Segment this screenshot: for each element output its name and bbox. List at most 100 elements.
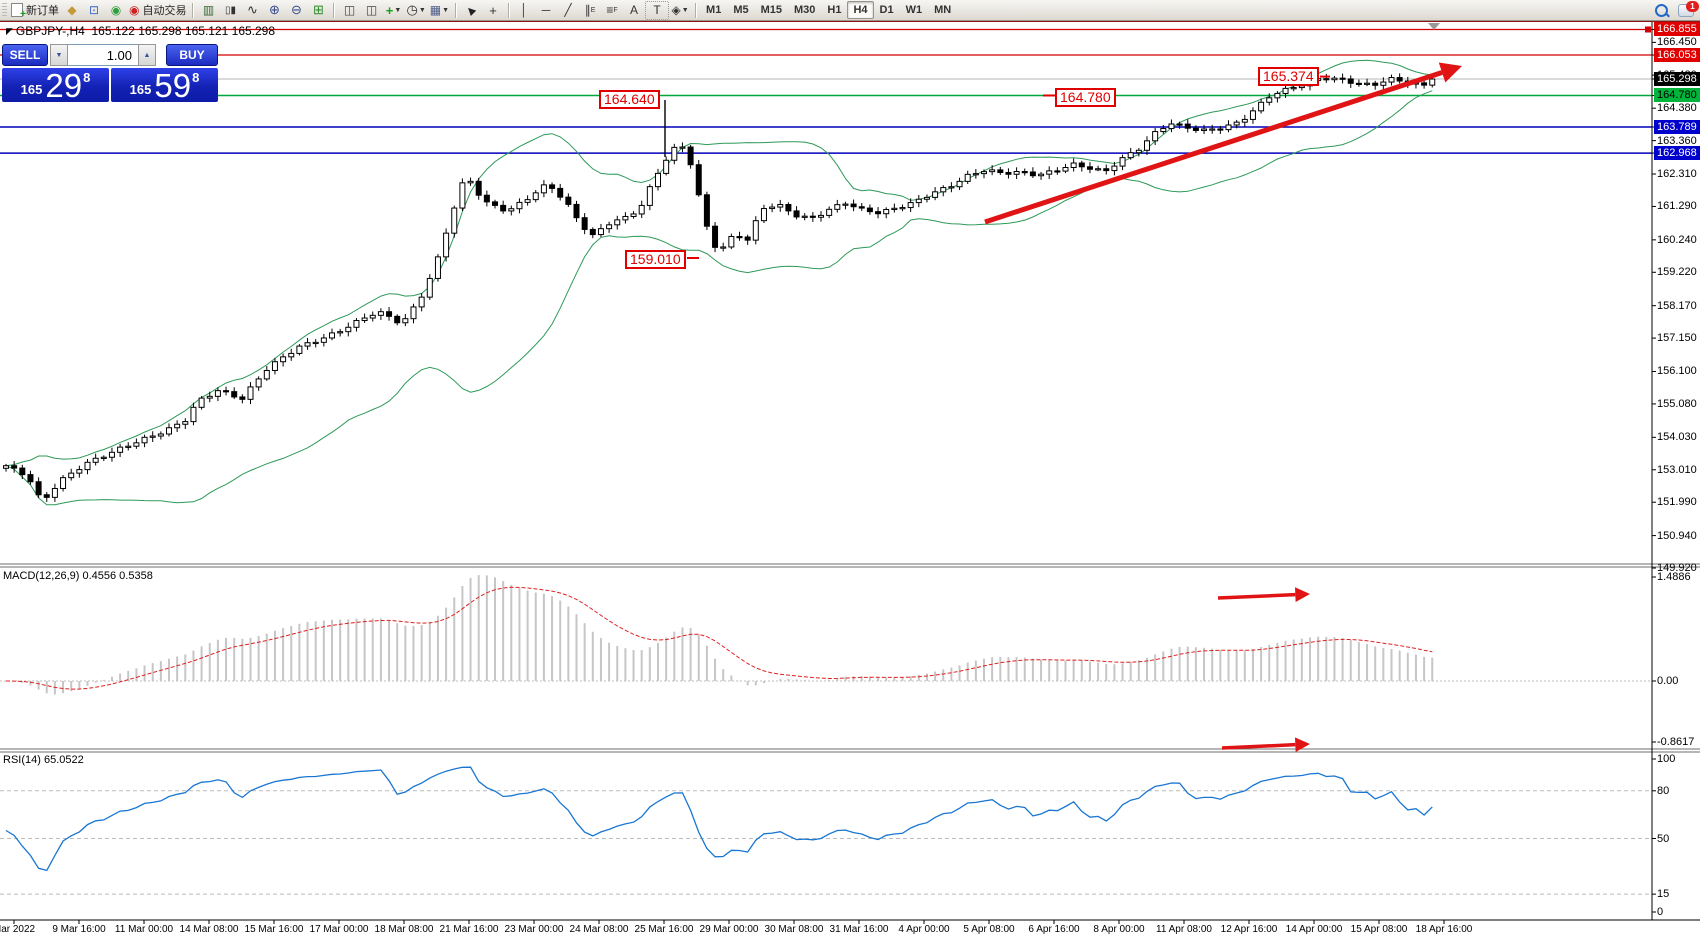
arrows-tool-button[interactable]: ◈ ▼: [669, 2, 691, 19]
time-tick-label: 30 Mar 08:00: [764, 924, 824, 935]
candlesticks: [3, 73, 1436, 502]
text-label-tool-icon[interactable]: T: [645, 0, 670, 20]
time-tick-label: 14 Apr 00:00: [1285, 924, 1343, 935]
time-tick-label: 6 Apr 16:00: [1028, 924, 1080, 935]
axis-tick-label: 0: [1657, 906, 1664, 918]
tf-d1[interactable]: D1: [879, 4, 894, 16]
time-tick-label: 18 Mar 08:00: [374, 924, 434, 935]
axis-tick-label: 166.855: [1654, 22, 1700, 37]
axis-tick-label: 165.298: [1654, 72, 1700, 86]
time-tick-label: 11 Mar 00:00: [114, 924, 174, 935]
candlestick-mode-icon[interactable]: ▯▮: [224, 4, 236, 16]
price-label-164780[interactable]: 164.780: [1055, 88, 1116, 107]
axis-tick-label: 160.240: [1657, 233, 1697, 246]
text-tool-icon[interactable]: A: [630, 3, 639, 17]
autotrade-button[interactable]: ◉ 自动交易: [127, 2, 188, 19]
time-tick-label: 4 Apr 00:00: [898, 924, 950, 935]
search-icon[interactable]: [1655, 3, 1668, 17]
time-tick-label: 18 Apr 16:00: [1415, 924, 1473, 935]
new-order-button[interactable]: 新订单: [9, 2, 61, 20]
axis-tick-label: 149.920: [1657, 562, 1697, 575]
time-tick-label: 14 Mar 08:00: [179, 924, 239, 935]
zoom-out-icon[interactable]: ⊖: [291, 2, 302, 17]
dropdown-caret-icon: ▼: [394, 6, 402, 14]
tf-w1[interactable]: W1: [905, 4, 923, 16]
axis-tick-label: 162.310: [1657, 168, 1697, 181]
chart-shift-marker: [1428, 23, 1440, 30]
axis-tick-label: 158.170: [1657, 299, 1697, 312]
price-label-164640[interactable]: 164.640: [599, 90, 660, 109]
line-chart-mode-icon[interactable]: ∿: [247, 2, 258, 17]
trendline-tool-icon[interactable]: ╱: [564, 3, 572, 17]
indicator-window2-icon[interactable]: ◫: [365, 3, 378, 17]
cursor-tool-icon[interactable]: ▶: [464, 3, 478, 17]
buy-button[interactable]: BUY: [166, 44, 218, 66]
axis-tick-label: 153.010: [1657, 463, 1697, 476]
crosshair-tool-icon[interactable]: +: [489, 2, 497, 18]
trend-arrow[interactable]: [984, 62, 1462, 225]
notifications-icon[interactable]: 1: [1678, 0, 1699, 17]
tf-h4-active[interactable]: H4: [847, 1, 874, 19]
zoom-in-icon[interactable]: ⊕: [269, 2, 280, 17]
axis-tick-label: 156.100: [1657, 365, 1697, 378]
fibonacci-tool-icon[interactable]: ≡ F: [606, 3, 618, 17]
tf-m30[interactable]: M30: [794, 4, 816, 16]
axis-tick-label: 154.030: [1657, 431, 1697, 444]
tf-m1[interactable]: M1: [706, 4, 722, 16]
macd-arrow[interactable]: [1217, 587, 1310, 602]
tile-windows-icon[interactable]: ⊞: [313, 2, 324, 17]
time-tick-label: 29 Mar 00:00: [699, 924, 759, 935]
axis-tick-label: 50: [1657, 832, 1670, 845]
template-button[interactable]: ▦ ▼: [428, 2, 451, 19]
notification-badge: 1: [1686, 0, 1699, 12]
axis-tick-label: 159.220: [1657, 266, 1697, 279]
toolbar-grip[interactable]: [2, 3, 7, 17]
lot-size-input[interactable]: [68, 44, 138, 66]
tf-h1[interactable]: H1: [827, 4, 842, 16]
chart-window-icon[interactable]: ⊡: [88, 3, 100, 17]
time-tick-label: Mar 2022: [0, 924, 36, 935]
lot-increase-button[interactable]: ▲: [138, 44, 156, 66]
macd-label: MACD(12,26,9) 0.4556 0.5358: [3, 570, 153, 582]
tf-mn[interactable]: MN: [934, 4, 952, 16]
tf-m5[interactable]: M5: [733, 4, 749, 16]
level-line-handle[interactable]: [1645, 26, 1651, 33]
indicator-window-icon[interactable]: ◫: [343, 3, 356, 17]
axis-tick-label: 155.080: [1657, 397, 1697, 410]
clock-icon: ◷: [406, 2, 418, 17]
sell-button[interactable]: SELL: [2, 44, 48, 66]
time-tick-label: 12 Apr 16:00: [1220, 924, 1278, 935]
add-indicator-button[interactable]: + ▼: [382, 2, 404, 19]
channel-tool-icon[interactable]: ∥ E: [584, 3, 596, 17]
sound-alert-icon[interactable]: ◉: [110, 3, 122, 17]
dropdown-caret-icon: ▼: [418, 6, 426, 14]
period-clock-button[interactable]: ◷ ▼: [404, 2, 427, 19]
price-label-159010[interactable]: 159.010: [625, 250, 686, 269]
rsi-arrow[interactable]: [1221, 737, 1310, 753]
eraser-icon[interactable]: ◆: [67, 3, 77, 17]
vertical-line-tool-icon[interactable]: │: [520, 3, 528, 17]
autotrade-label: 自动交易: [142, 5, 187, 17]
new-order-icon: [11, 3, 26, 20]
axis-tick-label: 0.00: [1657, 675, 1679, 687]
chart-title: ◤ GBPJPY-,H4 165.122 165.298 165.121 165.…: [6, 24, 276, 38]
time-tick-label: 15 Apr 08:00: [1350, 924, 1408, 935]
sell-price-display[interactable]: 165 29 8: [2, 68, 109, 102]
time-tick-label: 15 Mar 16:00: [244, 924, 304, 935]
axis-tick-label: 100: [1657, 753, 1676, 765]
horizontal-line-tool-icon[interactable]: ─: [541, 3, 551, 17]
dropdown-caret-icon: ▼: [442, 6, 450, 14]
time-tick-label: 23 Mar 00:00: [504, 924, 564, 935]
buy-price-display[interactable]: 165 59 8: [111, 68, 218, 102]
time-tick-label: 5 Apr 08:00: [963, 924, 1015, 935]
price-label-165374[interactable]: 165.374: [1258, 67, 1319, 86]
time-tick-label: 31 Mar 16:00: [829, 924, 889, 935]
horizontal-level-lines[interactable]: [0, 28, 1652, 154]
bar-chart-mode-icon[interactable]: ▥: [202, 3, 215, 17]
axis-tick-label: 151.990: [1657, 496, 1697, 509]
tf-m15[interactable]: M15: [760, 4, 783, 16]
lot-decrease-button[interactable]: ▼: [50, 44, 68, 66]
macd-histogram: [13, 575, 1434, 695]
